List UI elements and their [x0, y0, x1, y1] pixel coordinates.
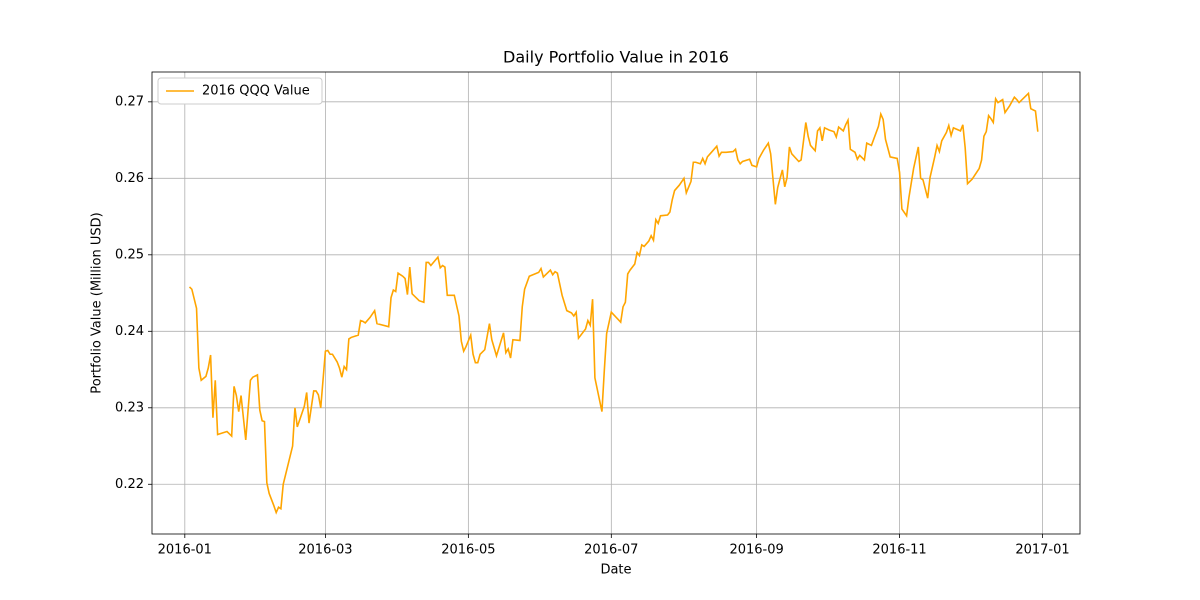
legend-box — [157, 77, 323, 105]
chart-title: Daily Portfolio Value in 2016 — [503, 48, 729, 67]
x-tick-label: 2016-09 — [729, 543, 783, 558]
y-tick-label: 0.22 — [115, 477, 144, 492]
data-line — [188, 91, 1039, 515]
legend: 2016 QQQ Value — [157, 77, 323, 105]
x-tick-label: 2016-05 — [441, 543, 495, 558]
y-tick-label: 0.26 — [115, 171, 144, 186]
x-tick-label: 2017-01 — [1015, 543, 1069, 558]
x-axis-label: Date — [600, 563, 631, 578]
y-tick-label: 0.24 — [115, 324, 144, 339]
x-tick-label: 2016-01 — [158, 543, 212, 558]
y-tick-label: 0.23 — [115, 400, 144, 415]
x-tick-label: 2016-03 — [298, 543, 352, 558]
x-tick-label: 2016-11 — [872, 543, 926, 558]
x-tick-label: 2016-07 — [584, 543, 638, 558]
y-axis-label: Portfolio Value (Million USD) — [90, 212, 105, 393]
legend-label: 2016 QQQ Value — [202, 84, 310, 99]
plot-frame — [151, 71, 1081, 535]
y-tick-label: 0.25 — [115, 247, 144, 262]
y-tick-label: 0.27 — [115, 94, 144, 109]
